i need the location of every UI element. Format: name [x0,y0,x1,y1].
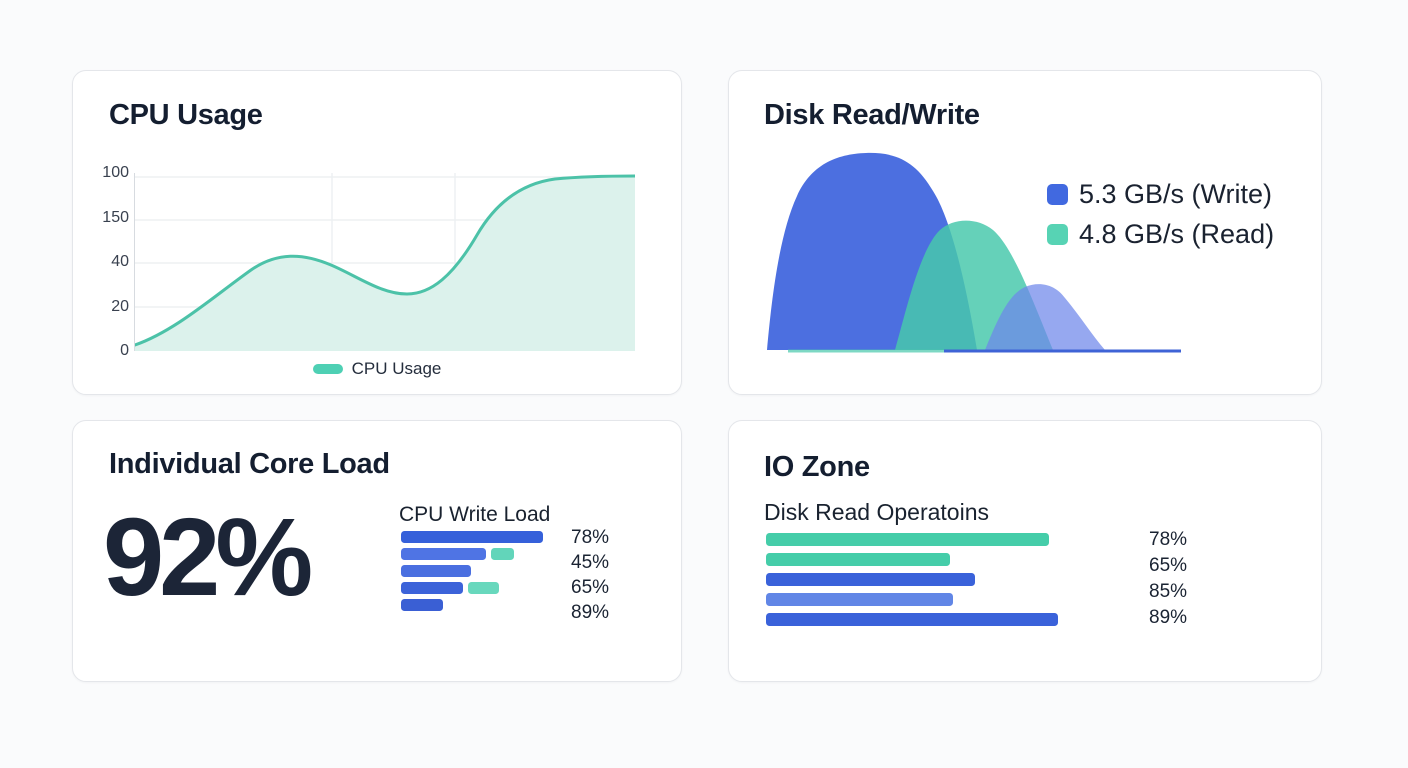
disk-title: Disk Read/Write [764,99,980,131]
y-tick: 0 [120,342,129,359]
percent-label: 89% [571,602,610,623]
core-bar-teal [491,548,514,560]
bar-row [401,531,561,543]
percent-label: 65% [1149,555,1188,576]
cpu-area-chart [134,173,635,351]
core-load-title: Individual Core Load [109,448,390,480]
bar-row [401,599,561,611]
disk-legend-item-read[interactable]: 4.8 GB/s (Read) [1047,219,1274,250]
individual-core-load-card: Individual Core Load 92% CPU Write Load [72,420,682,682]
cpu-legend-label[interactable]: CPU Usage [351,359,442,378]
io-zone-card: IO Zone Disk Read Operatoins 78% 65% 85%… [728,420,1322,682]
cpu-legend-swatch[interactable] [312,364,343,374]
io-zone-percent-labels: 78% 65% 85% 89% [1149,527,1187,631]
core-bar-blue [401,599,443,611]
disk-area-chart [764,149,1184,354]
disk-read-write-card: Disk Read/Write 5.3 GB/s (Write) [728,70,1322,395]
read-legend-label: 4.8 GB/s (Read) [1079,219,1275,249]
bar-row [401,565,561,577]
y-tick: 150 [102,208,129,226]
io-bar [766,573,975,586]
core-bar-blue [401,548,486,560]
disk-read-operations-subtitle: Disk Read Operatoins [764,499,989,525]
cpu-series-line [135,174,635,347]
percent-label: 45% [571,552,610,573]
core-bar-teal [468,582,499,594]
y-tick: 40 [111,253,129,270]
percent-label: 78% [571,527,610,548]
core-load-percent-labels: 78% 45% 65% 89% [571,525,609,625]
bar-row [401,582,561,594]
io-bar [766,613,1058,626]
io-bar [766,593,953,606]
cpu-series-area [135,176,635,351]
io-bar [766,553,950,566]
y-tick: 100 [102,164,129,181]
percent-label: 89% [1149,607,1188,628]
disk-burst-dome [985,284,1105,350]
disk-legend: 5.3 GB/s (Write) 4.8 GB/s (Read) [1047,179,1274,250]
core-load-bars [401,531,561,616]
core-bar-blue [401,565,471,577]
cpu-usage-card: CPU Usage 100 150 40 20 0 [72,70,682,395]
io-zone-title: IO Zone [764,451,870,483]
percent-label: 85% [1149,581,1188,602]
disk-legend-item-write[interactable]: 5.3 GB/s (Write) [1047,179,1274,210]
write-legend-label: 5.3 GB/s (Write) [1079,179,1273,209]
core-bar-blue [401,582,463,594]
y-tick: 20 [111,297,129,315]
io-zone-bars [766,533,1066,633]
cpu-y-axis: 100 150 40 20 0 [85,164,129,360]
percent-label: 65% [571,577,610,598]
disk-chart-svg [767,152,1181,353]
cpu-write-load-subtitle: CPU Write Load [399,503,551,526]
cpu-chart-svg [135,173,635,351]
core-bar-blue [401,531,543,543]
bar-row [401,548,561,560]
core-load-big-value: 92% [103,496,313,619]
cpu-usage-title: CPU Usage [109,99,263,131]
write-legend-swatch [1047,184,1068,205]
io-bar [766,533,1049,546]
cpu-legend: CPU Usage [73,359,681,379]
read-legend-swatch [1047,224,1068,245]
percent-label: 78% [1149,529,1188,550]
